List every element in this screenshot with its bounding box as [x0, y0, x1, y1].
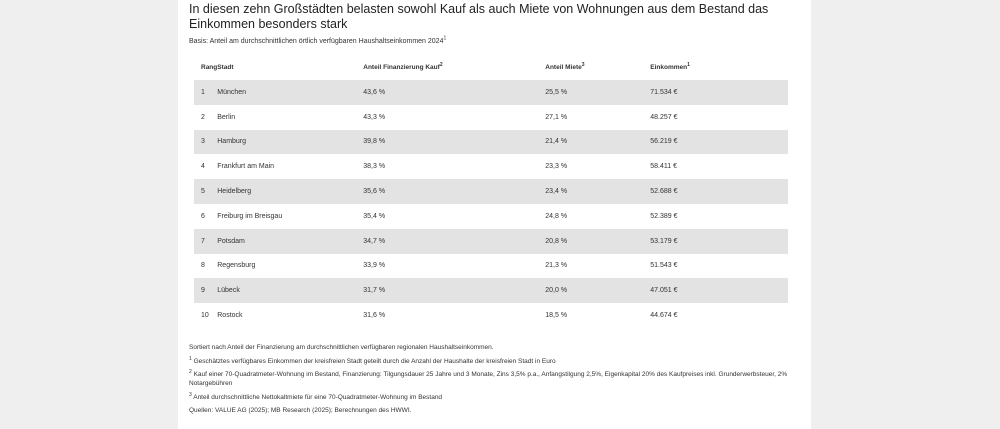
table-row: 9 Lübeck 31,7 % 20,0 % 47.051 €: [194, 278, 788, 304]
table-row: 7 Potsdam 34,7 % 20,8 % 53.179 €: [194, 228, 788, 254]
header-purchase: Anteil Finanzierung Kauf2: [363, 55, 545, 80]
footnote-2-marker: 2: [189, 368, 192, 375]
cell-city: Rostock: [217, 312, 243, 320]
cell-purchase: 39,8 %: [363, 129, 546, 155]
table-row: 10 Rostock 31,6 % 18,5 % 44.674 €: [194, 303, 788, 328]
footnote-1-text: Geschätztes verfügbares Einkommen der kr…: [193, 357, 556, 365]
cell-purchase: 35,6 %: [363, 179, 546, 204]
caption-footnote-ref: 1: [443, 35, 447, 42]
article-panel: In diesen zehn Großstädten belasten sowo…: [178, 0, 811, 429]
cell-purchase: 33,9 %: [363, 262, 386, 270]
cell-income: 58.411 €: [650, 163, 677, 171]
cell-rent: 20,8 %: [545, 228, 651, 254]
cell-rent: 25,5 %: [545, 80, 651, 105]
cell-city: Lübeck: [217, 278, 364, 304]
header-purchase-label: Anteil Finanzierung Kauf: [363, 64, 440, 71]
cell-purchase: 35,4 %: [363, 212, 386, 220]
cell-purchase: 34,7 %: [363, 228, 546, 254]
cell-city: Freiburg im Breisgau: [217, 212, 283, 220]
header-income-footnote-ref: 1: [687, 61, 690, 68]
table-row: 4 Frankfurt am Main 38,3 % 23,3 % 58.411…: [194, 154, 788, 179]
cell-city: Regensburg: [217, 262, 256, 270]
header-city: Stadt: [217, 64, 234, 71]
table-caption: Basis: Anteil am durchschnittlichen örtl…: [189, 35, 447, 45]
table-row: 5 Heidelberg 35,6 % 23,4 % 52.688 €: [194, 179, 788, 204]
footnote-3: 3 Anteil durchschnittliche Nettokaltmiet…: [189, 391, 799, 402]
header-income-label: Einkommen: [650, 64, 688, 71]
cell-city: Frankfurt am Main: [217, 163, 275, 171]
cell-rank: 5: [194, 179, 218, 204]
cell-purchase: 43,3 %: [363, 113, 386, 121]
cell-rent: 27,1 %: [545, 113, 568, 121]
ranking-table: Rang Stadt Anteil Finanzierung Kauf2 Ant…: [194, 55, 788, 328]
footnote-2-text: Kauf einer 70-Quadratmeter-Wohnung im Be…: [189, 371, 788, 387]
cell-purchase: 43,6 %: [363, 80, 546, 105]
header-income: Einkommen1: [650, 55, 788, 80]
table-row: 3 Hamburg 39,8 % 21,4 % 56.219 €: [194, 129, 788, 155]
cell-income: 47.051 €: [650, 278, 788, 304]
cell-income: 51.543 €: [650, 262, 678, 270]
cell-purchase: 31,7 %: [363, 278, 546, 304]
cell-city: Heidelberg: [217, 179, 364, 204]
cell-income: 48.257 €: [650, 113, 678, 121]
cell-rank: 2: [201, 113, 205, 121]
footnote-3-marker: 3: [189, 391, 192, 398]
footnote-1-marker: 1: [189, 355, 192, 362]
table-row: 2 Berlin 43,3 % 27,1 % 48.257 €: [194, 105, 788, 130]
footnote-2: 2 Kauf einer 70-Quadratmeter-Wohnung im …: [189, 368, 799, 388]
cell-rank: 1: [194, 80, 218, 105]
cell-income: 56.219 €: [650, 129, 788, 155]
table-row: 1 München 43,6 % 25,5 % 71.534 €: [194, 80, 788, 105]
cell-rank: 3: [194, 129, 218, 155]
cell-income: 71.534 €: [650, 80, 788, 105]
header-purchase-footnote-ref: 2: [439, 61, 443, 68]
cell-rent: 21,3 %: [545, 262, 568, 270]
cell-rank: 10: [201, 312, 209, 320]
cell-rank: 4: [201, 163, 205, 171]
cell-income: 53.179 €: [650, 228, 788, 254]
footnote-3-text: Anteil durchschnittliche Nettokaltmiete …: [193, 393, 443, 401]
table-row: 6 Freiburg im Breisgau 35,4 % 24,8 % 52.…: [194, 204, 788, 229]
cell-rent: 23,3 %: [545, 163, 568, 171]
page-title: In diesen zehn Großstädten belasten sowo…: [189, 2, 769, 31]
cell-rank: 6: [201, 212, 205, 220]
cell-city: Potsdam: [217, 228, 364, 254]
sources-note: Quellen: VALUE AG (2025); MB Research (2…: [189, 407, 412, 414]
cell-rent: 18,5 %: [545, 312, 568, 320]
sort-note: Sortiert nach Anteil der Finanzierung am…: [189, 344, 494, 351]
caption-text: Basis: Anteil am durchschnittlichen örtl…: [189, 38, 444, 45]
header-rank: Rang: [201, 64, 218, 71]
table-header-row: Rang Stadt Anteil Finanzierung Kauf2 Ant…: [194, 55, 788, 80]
cell-city: Hamburg: [217, 129, 364, 155]
cell-rent: 21,4 %: [545, 129, 651, 155]
cell-city: München: [217, 80, 364, 105]
cell-purchase: 38,3 %: [363, 163, 386, 171]
header-rent-label: Anteil Miete: [545, 64, 582, 71]
header-rent: Anteil Miete3: [545, 55, 650, 80]
cell-rent: 23,4 %: [545, 179, 651, 204]
cell-rank: 9: [194, 278, 218, 304]
cell-rent: 20,0 %: [545, 278, 651, 304]
cell-city: Berlin: [217, 113, 236, 121]
cell-purchase: 31,6 %: [363, 312, 386, 320]
cell-income: 52.389 €: [650, 212, 678, 220]
header-rent-footnote-ref: 3: [581, 61, 585, 68]
cell-income: 44.674 €: [650, 312, 678, 320]
cell-rank: 7: [194, 228, 218, 254]
footnote-1: 1 Geschätztes verfügbares Einkommen der …: [189, 355, 799, 366]
footnotes: Sortiert nach Anteil der Finanzierung am…: [189, 343, 799, 420]
cell-rank: 8: [201, 262, 205, 270]
cell-income: 52.688 €: [650, 179, 788, 204]
table-row: 8 Regensburg 33,9 % 21,3 % 51.543 €: [194, 254, 788, 279]
cell-rent: 24,8 %: [545, 212, 568, 220]
